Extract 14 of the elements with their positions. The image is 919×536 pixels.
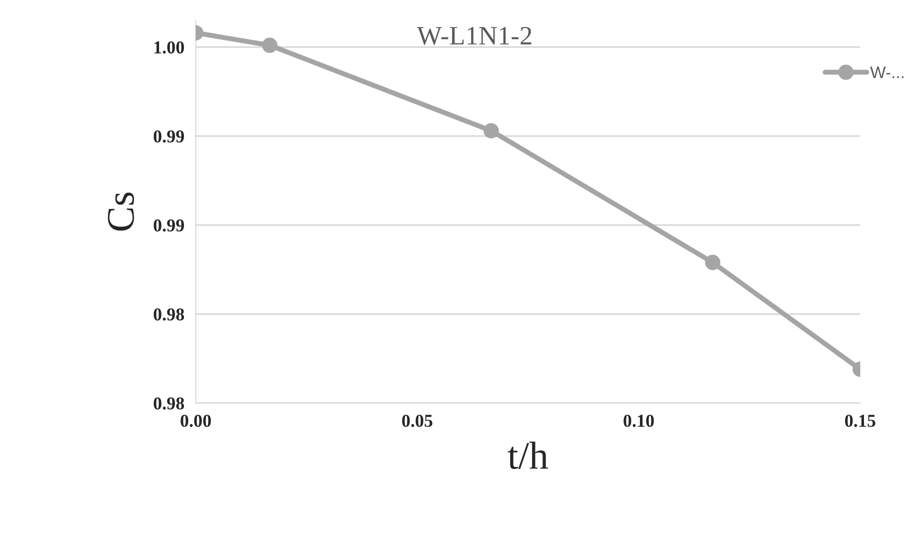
y-axis-title: Cs — [108, 192, 134, 231]
chart-title: W-L1N1-2 — [416, 26, 532, 45]
y-tick-label: 0.99 — [154, 219, 184, 232]
point — [484, 123, 499, 138]
y-tick-label: 0.98 — [154, 308, 184, 321]
x-axis-title: t/h — [508, 442, 548, 470]
y-tick-label: 0.99 — [154, 130, 184, 143]
x-tick-label: 0.05 — [402, 414, 432, 427]
x-tick-label: 0.10 — [624, 414, 654, 427]
x-tick-label: 0.15 — [845, 414, 876, 427]
x-tick-label: 0.00 — [180, 414, 211, 427]
legend-label: W-... — [870, 66, 904, 78]
y-tick-label: 1.00 — [154, 41, 184, 54]
y-tick-label: 0.98 — [154, 397, 184, 410]
